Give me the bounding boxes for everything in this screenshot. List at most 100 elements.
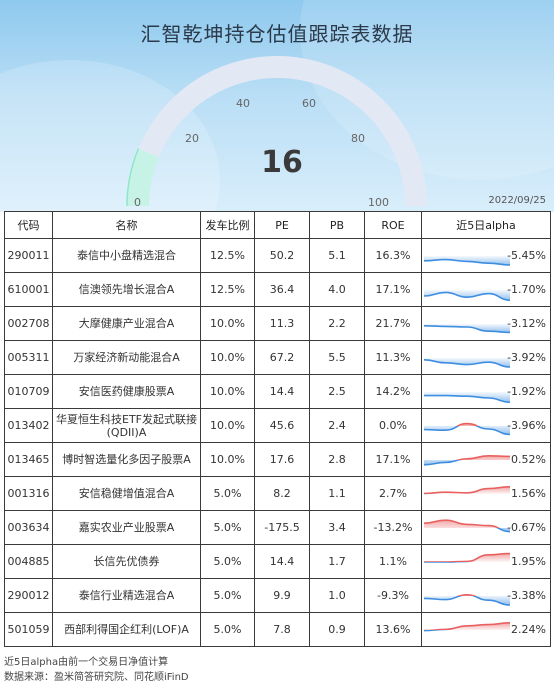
alpha-sparkline — [423, 593, 511, 606]
table-row: 010709 安信医药健康股票A 10.0% 14.4 2.5 14.2% -1.92% — [4, 374, 551, 409]
sparkline-line-positive — [423, 622, 511, 630]
sparkline-area-negative — [424, 528, 510, 532]
table-row: 290011 泰信中小盘精选混合 12.5% 50.2 5.1 16.3% -5.45% — [4, 238, 551, 273]
alpha-sparkline-cell: 1.95% — [421, 544, 551, 579]
table-row: 013402 华夏恒生科技ETF发起式联接(QDII)A 10.0% 45.6 2.4 0… — [4, 408, 551, 443]
sparkline-line-positive — [455, 454, 511, 460]
sparkline-line-negative — [423, 258, 511, 266]
cell-name: 信澳领先增长混合A — [52, 272, 201, 307]
alpha-sparkline-cell: -3.12% — [421, 306, 551, 341]
cell-ratio: 10.0% — [200, 340, 255, 375]
alpha-sparkline — [423, 358, 511, 368]
cell-name: 长信先优债券 — [52, 544, 201, 579]
cell-pb: 1.0 — [309, 578, 365, 613]
cell-pb: 4.0 — [309, 272, 365, 307]
header-ratio: 发车比例 — [200, 211, 255, 239]
cell-roe: 2.7% — [364, 476, 422, 511]
footer: 近5日alpha由前一个交易日净值计算 数据来源：盈米简答研究院、同花顺iFin… — [4, 655, 189, 685]
cell-code: 004885 — [4, 544, 53, 579]
alpha-sparkline-cell: -0.67% — [421, 510, 551, 545]
cell-pe: 14.4 — [254, 374, 310, 409]
sparkline-line-positive — [423, 486, 511, 494]
sparkline-line-positive — [423, 519, 500, 528]
cell-code: 013402 — [4, 408, 53, 443]
cell-name: 泰信中小盘精选混合 — [52, 238, 201, 273]
alpha-sparkline-cell: -3.96% — [421, 408, 551, 443]
cell-ratio: 12.5% — [200, 238, 255, 273]
alpha-sparkline-cell: -3.92% — [421, 340, 551, 375]
alpha-sparkline — [423, 256, 511, 266]
cell-pe: 14.4 — [254, 544, 310, 579]
gauge-track — [127, 56, 427, 207]
cell-ratio: 10.0% — [200, 408, 255, 443]
alpha-value: 2.24% — [511, 623, 546, 636]
sparkline-area-negative — [424, 460, 510, 465]
cell-name: 大摩健康产业混合A — [52, 306, 201, 341]
cell-roe: 17.1% — [364, 272, 422, 307]
alpha-sparkline — [423, 454, 511, 466]
cell-pe: 7.8 — [254, 612, 310, 647]
cell-code: 501059 — [4, 612, 53, 647]
cell-pe: -175.5 — [254, 510, 310, 545]
header-alpha: 近5日alpha — [421, 211, 551, 239]
gauge-tick: 60 — [302, 97, 316, 110]
cell-ratio: 10.0% — [200, 374, 255, 409]
sparkline-line-negative — [423, 394, 511, 403]
table-header-row: 代码 名称 发车比例 PE PB ROE 近5日alpha — [4, 211, 551, 239]
sparkline-line-negative — [423, 596, 511, 606]
sparkline-line-negative — [423, 460, 462, 466]
alpha-value: -5.45% — [507, 249, 546, 262]
alpha-value: -1.70% — [507, 283, 546, 296]
cell-ratio: 10.0% — [200, 306, 255, 341]
footer-note: 近5日alpha由前一个交易日净值计算 — [4, 657, 169, 668]
cell-name: 华夏恒生科技ETF发起式联接(QDII)A — [52, 408, 201, 443]
cell-ratio: 5.0% — [200, 510, 255, 545]
sparkline-area-negative — [424, 392, 510, 403]
table-row: 003634 嘉实农业产业股票A 5.0% -175.5 3.4 -13.2% -0.67% — [4, 510, 551, 545]
alpha-sparkline-cell: 1.56% — [421, 476, 551, 511]
cell-pe: 11.3 — [254, 306, 310, 341]
cell-name: 西部利得国企红利(LOF)A — [52, 612, 201, 647]
cell-name: 嘉实农业产业股票A — [52, 510, 201, 545]
date-label: 2022/09/25 — [488, 195, 546, 206]
cell-code: 290012 — [4, 578, 53, 613]
cell-roe: 17.1% — [364, 442, 422, 477]
cell-pe: 9.9 — [254, 578, 310, 613]
cell-name: 安信稳健增值混合A — [52, 476, 201, 511]
alpha-sparkline — [423, 422, 511, 436]
alpha-value: 0.52% — [511, 453, 546, 466]
cell-roe: 0.0% — [364, 408, 422, 443]
alpha-sparkline — [423, 324, 511, 334]
table-row: 001316 安信稳健增值混合A 5.0% 8.2 1.1 2.7% 1.56% — [4, 476, 551, 511]
alpha-value: -0.67% — [507, 521, 546, 534]
cell-code: 005311 — [4, 340, 53, 375]
cell-pb: 0.9 — [309, 612, 365, 647]
cell-code: 010709 — [4, 374, 53, 409]
alpha-value: -3.38% — [507, 589, 546, 602]
cell-ratio: 5.0% — [200, 612, 255, 647]
alpha-value: -3.96% — [507, 419, 546, 432]
cell-ratio: 12.5% — [200, 272, 255, 307]
header-roe: ROE — [364, 211, 422, 239]
cell-pe: 36.4 — [254, 272, 310, 307]
cell-roe: 13.6% — [364, 612, 422, 647]
sparkline-area-positive — [424, 486, 510, 494]
header-banner: 汇智乾坤持仓估值跟踪表数据 0 20 40 60 80 100 16 2022/… — [0, 0, 554, 212]
header-pb: PB — [309, 211, 365, 239]
sparkline-area-negative — [424, 426, 510, 435]
footer-source: 数据来源：盈米简答研究院、同花顺iFinD — [4, 672, 189, 683]
cell-pb: 2.5 — [309, 374, 365, 409]
sparkline-area-negative — [424, 290, 510, 301]
cell-code: 002708 — [4, 306, 53, 341]
cell-pe: 45.6 — [254, 408, 310, 443]
gauge-tick: 100 — [368, 196, 389, 209]
cell-code: 013465 — [4, 442, 53, 477]
alpha-sparkline — [423, 519, 511, 533]
sparkline-area-negative — [424, 358, 510, 367]
cell-roe: 21.7% — [364, 306, 422, 341]
holdings-table: 代码 名称 发车比例 PE PB ROE 近5日alpha 290011 泰信中小… — [4, 211, 551, 647]
gauge-fill — [127, 148, 159, 207]
cell-pe: 50.2 — [254, 238, 310, 273]
alpha-sparkline-cell: -1.92% — [421, 374, 551, 409]
cell-pe: 17.6 — [254, 442, 310, 477]
